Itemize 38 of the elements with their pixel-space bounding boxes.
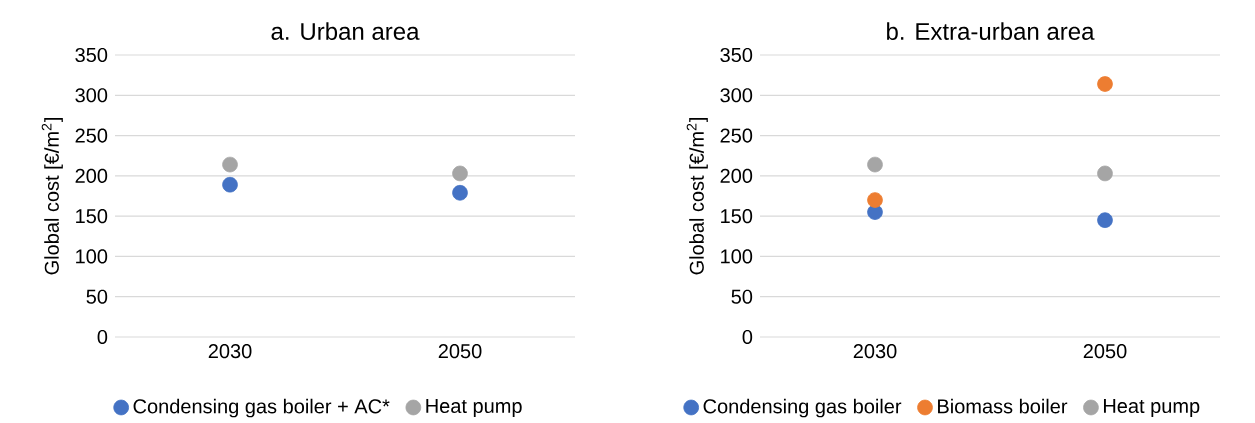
point bbox=[222, 156, 238, 173]
x-tick-label: 2050 bbox=[1083, 344, 1127, 359]
y-tick-label: 250 bbox=[720, 128, 753, 143]
y-tick-label: 300 bbox=[720, 88, 753, 103]
y-tick-label: 150 bbox=[76, 209, 108, 224]
point bbox=[1097, 212, 1113, 228]
legend-label: Biomass boiler bbox=[938, 398, 1068, 414]
legend-label: Heat pump bbox=[426, 399, 522, 418]
point bbox=[452, 184, 468, 201]
y-axis-title: Global cost [€/m$^{2}$] bbox=[686, 117, 708, 275]
legend-label: Heat pump bbox=[1103, 399, 1200, 418]
legend-label: Condensing gas boiler + AC* bbox=[133, 398, 390, 418]
y-tick-label: 0 bbox=[97, 329, 108, 345]
point bbox=[1097, 76, 1113, 92]
y-tick-label: 350 bbox=[720, 47, 753, 63]
point bbox=[867, 156, 883, 173]
y-tick-label: 0 bbox=[742, 329, 753, 345]
x-tick-label: 2030 bbox=[853, 344, 897, 359]
y-tick-label: 150 bbox=[721, 209, 753, 224]
y-tick-label: 50 bbox=[731, 289, 753, 304]
y-tick-label: 100 bbox=[76, 249, 108, 264]
y-tick-label: 50 bbox=[86, 289, 108, 304]
point bbox=[1097, 165, 1113, 182]
y-tick-label: 250 bbox=[75, 128, 108, 143]
y-tick-label: 100 bbox=[721, 249, 753, 264]
chart-title: b. Extra-urban area bbox=[887, 22, 1095, 40]
point bbox=[867, 192, 883, 208]
y-axis-title: Global cost [€/m$^{2}$] bbox=[41, 117, 63, 275]
point bbox=[452, 165, 468, 182]
legend-label: Condensing gas boiler bbox=[703, 398, 902, 418]
y-tick-label: 200 bbox=[75, 168, 108, 183]
y-tick-label: 350 bbox=[75, 47, 108, 63]
y-tick-label: 200 bbox=[720, 168, 753, 183]
y-tick-label: 300 bbox=[75, 88, 108, 103]
chart-title: a. Urban area bbox=[271, 22, 420, 40]
x-tick-label: 2050 bbox=[438, 344, 482, 359]
x-tick-label: 2030 bbox=[208, 344, 252, 359]
point bbox=[222, 176, 238, 193]
